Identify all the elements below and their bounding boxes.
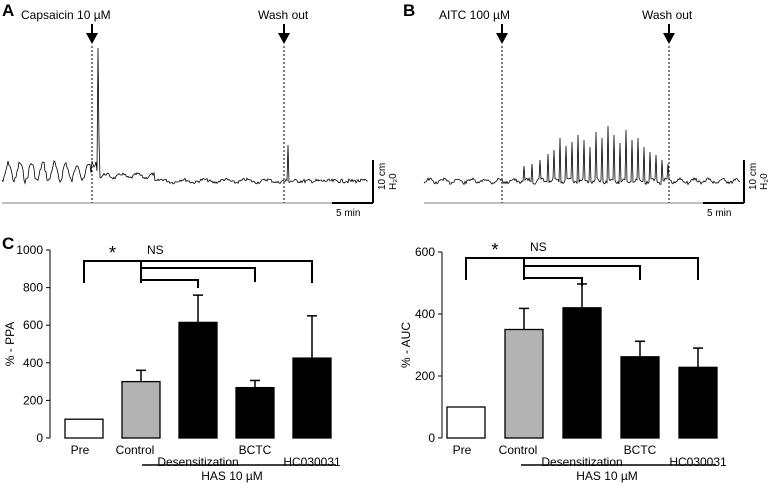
y-tick-label: 0 — [36, 431, 43, 445]
bracket-control-vs-bctc — [524, 265, 641, 280]
significance-star: * — [109, 243, 116, 263]
y-tick-label: 200 — [415, 369, 435, 383]
bar-bctc — [620, 356, 660, 439]
panel-a-pressure-trace — [1, 47, 369, 185]
y-tick-label: 400 — [23, 356, 43, 370]
panel-b-pressure-trace — [423, 125, 741, 186]
group-caption: HAS 10 µM — [576, 469, 638, 483]
panel-b-stimulus-arrow — [496, 24, 508, 44]
panel-b-letter: B — [403, 1, 415, 20]
significance-star: * — [491, 240, 498, 260]
x-tick-label: Pre — [453, 443, 472, 457]
panel-a-washout-arrow — [278, 24, 290, 44]
panel-b-scale-bar: 10 cm H₂0 5 min — [703, 160, 769, 219]
bar-pre — [64, 418, 104, 439]
y-tick-label: 400 — [415, 307, 435, 321]
x-tick-label: BCTC — [239, 443, 272, 457]
panel-a-stimulus-arrow — [86, 24, 98, 44]
x-tick-label: HC030031 — [669, 455, 727, 469]
bar-control — [121, 380, 161, 439]
y-tick-label: 600 — [415, 245, 435, 259]
x-tick-label: Desensitization — [157, 455, 238, 469]
bracket-control-vs-desensitization — [524, 277, 583, 286]
y-axis-title: % - AUC — [399, 322, 413, 368]
panel-a-scale-x-label: 5 min — [336, 208, 360, 219]
auc-bar-chart: 0 200 400 600 % - AUC Pre ControlDesensitizati… — [399, 240, 727, 483]
panel-b-stimulus-label: AITC 100 µM — [439, 8, 510, 22]
x-tick-label: Desensitization — [541, 455, 622, 469]
x-tick-label: Pre — [71, 443, 90, 457]
panel-b-scale-x-label: 5 min — [707, 208, 731, 219]
bracket-control-vs-bctc — [141, 267, 256, 282]
x-tick-label: HC030031 — [283, 455, 341, 469]
bar-desensitization — [178, 321, 218, 439]
panel-a-letter: A — [2, 1, 14, 20]
panel-a-washout-label: Wash out — [258, 8, 309, 22]
panel-c-letter: C — [2, 234, 14, 253]
panel-a-stimulus-label: Capsaicin 10 µM — [21, 8, 111, 22]
panel-a-scale-bar: 10 cm H₂0 5 min — [332, 160, 399, 219]
bracket-control-vs-desensitization — [141, 279, 199, 288]
panel-b-washout-label: Wash out — [642, 8, 693, 22]
y-tick-label: 1000 — [16, 243, 43, 257]
panel-a-scale-y-label: 10 cm — [377, 163, 388, 190]
y-tick-label: 0 — [428, 431, 435, 445]
bar-control — [504, 328, 544, 439]
significance-ns: NS — [530, 240, 547, 254]
x-tick-label: BCTC — [624, 443, 657, 457]
panel-a: A Capsaicin 10 µM Wash out 10 cm H₂0 5 m… — [1, 1, 399, 219]
bar-hc030031 — [292, 357, 332, 439]
bar-bctc — [235, 386, 275, 439]
significance-ns: NS — [147, 243, 164, 257]
y-axis-title: % - PPA — [3, 322, 17, 366]
panel-b-scale-y-label: 10 cm — [748, 163, 759, 190]
panel-b-washout-arrow — [663, 24, 675, 44]
bracket-control-vs-hc030031 — [140, 260, 313, 283]
bracket-pre-vs-control — [465, 257, 525, 280]
x-tick-label: Control — [499, 443, 538, 457]
x-tick-label: Control — [116, 443, 155, 457]
bar-hc030031 — [678, 366, 718, 439]
y-tick-label: 200 — [23, 393, 43, 407]
panel-a-scale-y-unit: H₂0 — [388, 173, 399, 190]
panel-b-scale-y-unit: H₂0 — [759, 173, 769, 190]
y-tick-label: 600 — [23, 318, 43, 332]
bracket-pre-vs-control — [83, 260, 142, 283]
ppa-bar-chart: 0 200 400 600 800 1000 % - PPA Pre ControlDesens… — [3, 243, 341, 483]
bar-desensitization — [562, 307, 602, 439]
bar-pre — [446, 406, 486, 439]
bracket-control-vs-hc030031 — [523, 257, 699, 280]
panel-b: B AITC 100 µM Wash out 10 cm H₂0 5 min — [403, 1, 769, 219]
group-caption: HAS 10 µM — [201, 469, 263, 483]
y-tick-label: 800 — [23, 281, 43, 295]
